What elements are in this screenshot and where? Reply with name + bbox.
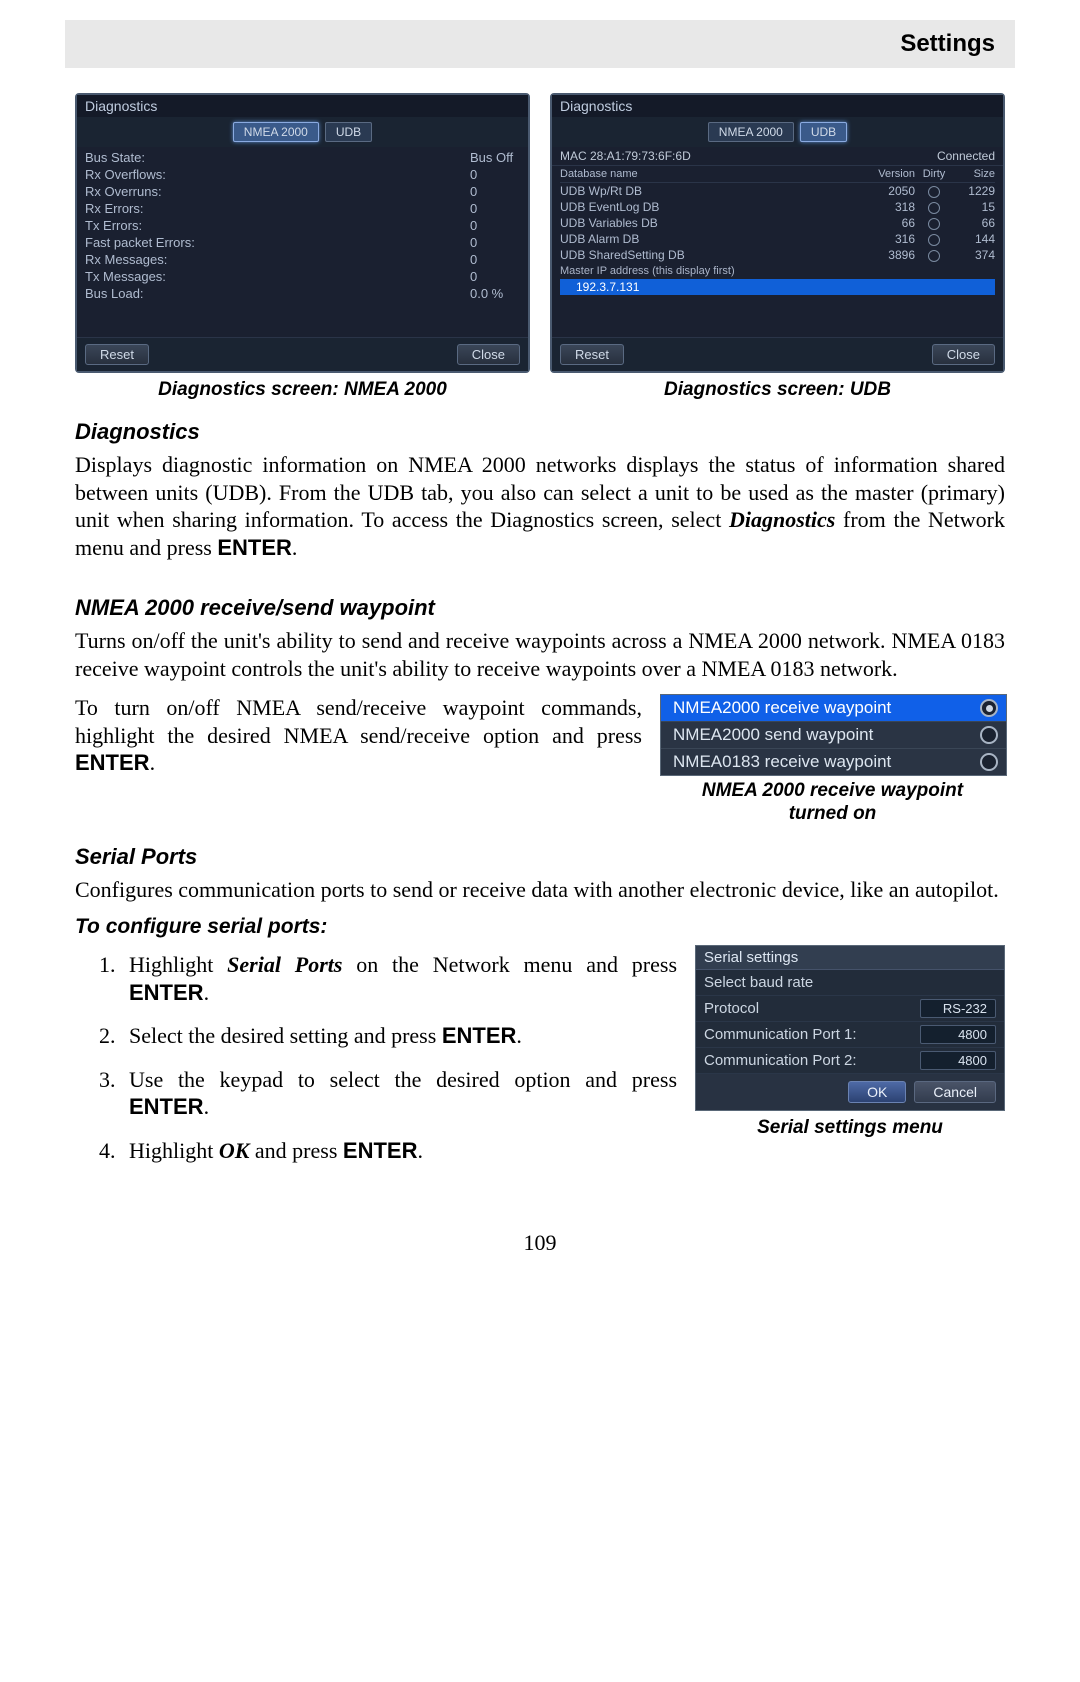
caption-row: Diagnostics screen: NMEA 2000 Diagnostic… [75, 379, 1005, 401]
section-head-nmea-waypoint: NMEA 2000 receive/send waypoint [75, 595, 1005, 621]
step-1: Highlight Serial Ports on the Network me… [121, 951, 677, 1006]
radio-off-icon [980, 726, 998, 744]
radio-icon[interactable] [928, 218, 940, 230]
page-number: 109 [75, 1230, 1005, 1256]
section-head-diagnostics: Diagnostics [75, 419, 1005, 445]
port2-value[interactable]: 4800 [920, 1051, 996, 1070]
serial-panel-sub: Select baud rate [696, 970, 1004, 996]
reset-button[interactable]: Reset [85, 344, 149, 365]
ok-button[interactable]: OK [848, 1081, 906, 1103]
diag-row: Rx Overruns:0 [85, 183, 520, 200]
serial-row-port2: Communication Port 2: 4800 [696, 1048, 1004, 1074]
serial-row-port1: Communication Port 1: 4800 [696, 1022, 1004, 1048]
radio-icon[interactable] [928, 250, 940, 262]
radio-icon[interactable] [928, 202, 940, 214]
diag-row: Rx Errors:0 [85, 200, 520, 217]
serial-panel-footer: OK Cancel [696, 1074, 1004, 1110]
tab-udb[interactable]: UDB [325, 122, 372, 142]
wp-option-send2000[interactable]: NMEA2000 send waypoint [661, 722, 1006, 749]
screenshot-nmea: Diagnostics NMEA 2000 UDB Bus State:Bus … [75, 93, 530, 373]
screenshots-row: Diagnostics NMEA 2000 UDB Bus State:Bus … [75, 93, 1005, 373]
serial-panel: Serial settings Select baud rate Protoco… [695, 945, 1005, 1111]
diag-footer: Reset Close [552, 337, 1003, 371]
diag-tabs: NMEA 2000 UDB [77, 117, 528, 147]
cancel-button[interactable]: Cancel [914, 1081, 996, 1103]
serial-figure: Serial settings Select baud rate Protoco… [695, 945, 1005, 1139]
page-title: Settings [900, 30, 995, 57]
serial-caption: Serial settings menu [695, 1117, 1005, 1139]
diag-row: Tx Errors:0 [85, 217, 520, 234]
diag-row: Tx Messages:0 [85, 268, 520, 285]
diag-row: Bus State:Bus Off [85, 149, 520, 166]
protocol-value[interactable]: RS-232 [920, 999, 996, 1018]
port1-value[interactable]: 4800 [920, 1025, 996, 1044]
radio-icon[interactable] [928, 186, 940, 198]
step-3: Use the keypad to select the desired opt… [121, 1066, 677, 1121]
udb-row: UDB Wp/Rt DB20501229 [560, 183, 995, 199]
reset-button[interactable]: Reset [560, 344, 624, 365]
serial-subhead: To configure serial ports: [75, 915, 1005, 939]
diag-title: Diagnostics [77, 95, 528, 117]
mac-label: MAC 28:A1:79:73:6F:6D [560, 149, 691, 163]
port2-label: Communication Port 2: [704, 1052, 857, 1069]
diag-row: Fast packet Errors:0 [85, 234, 520, 251]
port1-label: Communication Port 1: [704, 1026, 857, 1043]
tab-nmea2000[interactable]: NMEA 2000 [233, 122, 319, 142]
serial-paragraph: Configures communication ports to send o… [75, 876, 1005, 904]
udb-row: UDB SharedSetting DB3896374 [560, 247, 995, 263]
tab-udb[interactable]: UDB [800, 122, 847, 142]
diag-footer: Reset Close [77, 337, 528, 371]
diag-row: Rx Messages:0 [85, 251, 520, 268]
mac-row: MAC 28:A1:79:73:6F:6D Connected [552, 147, 1003, 166]
diag-body: Bus State:Bus Off Rx Overflows:0 Rx Over… [77, 147, 528, 337]
radio-off-icon [980, 753, 998, 771]
wp-option-receive2000[interactable]: NMEA2000 receive waypoint [661, 695, 1006, 722]
wp-option-receive0183[interactable]: NMEA0183 receive waypoint [661, 749, 1006, 775]
tab-nmea2000[interactable]: NMEA 2000 [708, 122, 794, 142]
nmea-paragraph-2: To turn on/off NMEA send/receive waypoin… [75, 694, 642, 777]
waypoint-figure: NMEA2000 receive waypoint NMEA2000 send … [660, 694, 1005, 826]
protocol-label: Protocol [704, 1000, 759, 1017]
radio-icon[interactable] [928, 234, 940, 246]
diagnostics-paragraph: Displays diagnostic information on NMEA … [75, 451, 1005, 561]
udb-row: UDB Variables DB6666 [560, 215, 995, 231]
nmea-paragraph-1: Turns on/off the unit's ability to send … [75, 627, 1005, 682]
step-2: Select the desired setting and press ENT… [121, 1022, 677, 1050]
diag-panel-nmea: Diagnostics NMEA 2000 UDB Bus State:Bus … [75, 93, 530, 373]
section-head-serial: Serial Ports [75, 844, 1005, 870]
caption-udb: Diagnostics screen: UDB [550, 379, 1005, 401]
udb-header: Database name Version Dirty Size [560, 168, 995, 183]
connected-label: Connected [937, 149, 995, 163]
close-button[interactable]: Close [932, 344, 995, 365]
master-row: Master IP address (this display first) [560, 263, 995, 277]
ip-row[interactable]: 192.3.7.131 [560, 279, 995, 295]
waypoint-panel: NMEA2000 receive waypoint NMEA2000 send … [660, 694, 1007, 776]
waypoint-row: To turn on/off NMEA send/receive waypoin… [75, 694, 1005, 826]
diag-body: Database name Version Dirty Size UDB Wp/… [552, 166, 1003, 337]
udb-row: UDB EventLog DB31815 [560, 199, 995, 215]
caption-nmea: Diagnostics screen: NMEA 2000 [75, 379, 530, 401]
diag-row: Bus Load:0.0 % [85, 285, 520, 302]
step-4: Highlight OK and press ENTER. [121, 1137, 677, 1165]
serial-row-protocol: Protocol RS-232 [696, 996, 1004, 1022]
steps-list: Highlight Serial Ports on the Network me… [75, 951, 677, 1164]
waypoint-caption: NMEA 2000 receive waypoint turned on [660, 780, 1005, 826]
serial-steps: Highlight Serial Ports on the Network me… [75, 945, 677, 1180]
header-bar: Settings [65, 20, 1015, 68]
radio-on-icon [980, 699, 998, 717]
diag-panel-udb: Diagnostics NMEA 2000 UDB MAC 28:A1:79:7… [550, 93, 1005, 373]
diag-row: Rx Overflows:0 [85, 166, 520, 183]
diag-tabs: NMEA 2000 UDB [552, 117, 1003, 147]
diag-title: Diagnostics [552, 95, 1003, 117]
close-button[interactable]: Close [457, 344, 520, 365]
screenshot-udb: Diagnostics NMEA 2000 UDB MAC 28:A1:79:7… [550, 93, 1005, 373]
serial-row: Highlight Serial Ports on the Network me… [75, 945, 1005, 1180]
udb-row: UDB Alarm DB316144 [560, 231, 995, 247]
serial-panel-title: Serial settings [696, 946, 1004, 970]
